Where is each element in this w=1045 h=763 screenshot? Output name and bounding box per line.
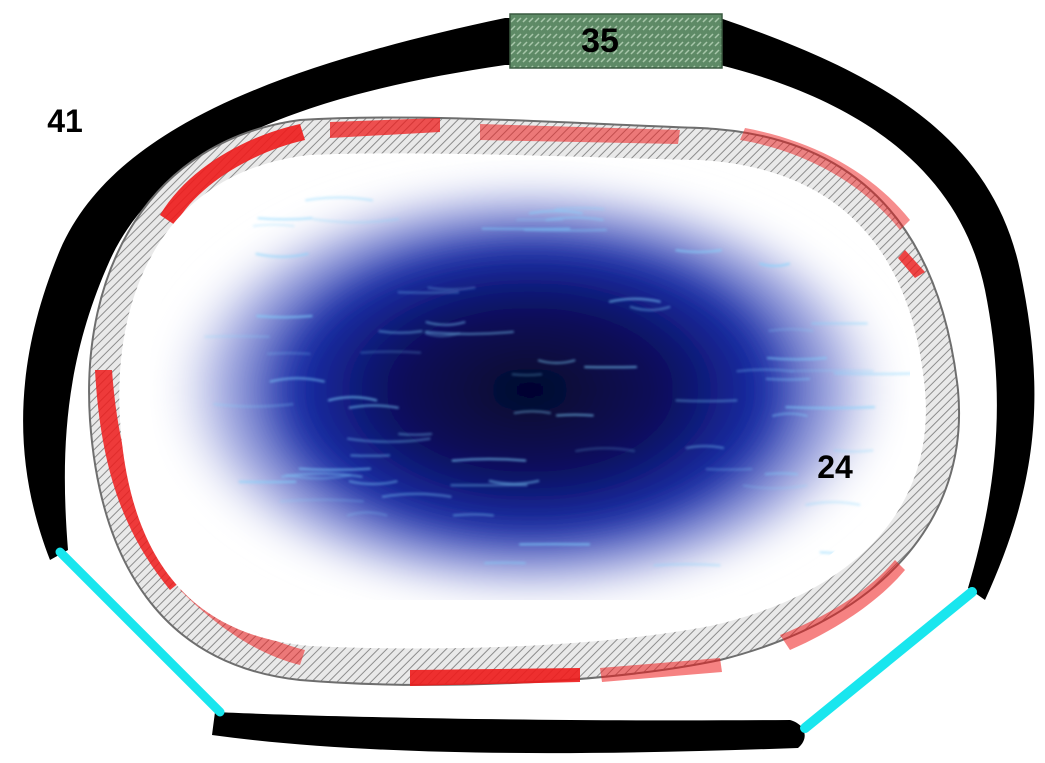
water-ripple (425, 330, 514, 335)
water-ripple (556, 413, 594, 417)
water-ripple (675, 249, 722, 253)
water-ripple (554, 207, 605, 211)
water-ripple (252, 223, 295, 227)
water-ripple (759, 262, 791, 267)
water-ripple (833, 449, 874, 453)
water-ripple (398, 432, 433, 436)
water-ripple (764, 472, 798, 476)
water-ripple (685, 445, 725, 450)
water-ripple (484, 561, 526, 565)
water-ripple (255, 252, 309, 258)
water-ripple (346, 511, 388, 517)
water-ripple (785, 406, 875, 410)
water-ripple (675, 399, 738, 403)
water-ripple (742, 484, 808, 490)
water-ripple (298, 467, 371, 471)
water-ripple (529, 210, 583, 215)
water-ripple (511, 373, 543, 377)
water-ripple (513, 410, 551, 415)
water-ripple (608, 297, 661, 303)
water-ripple (452, 513, 494, 517)
water-ripple (575, 447, 635, 453)
water-ripple (537, 359, 576, 364)
water-ripple (269, 377, 325, 383)
water-ripple (765, 377, 811, 381)
label-24: 24 (817, 449, 853, 485)
outer-wall-bottom (212, 712, 805, 754)
water-ripple (705, 467, 753, 471)
water-pool (150, 165, 910, 600)
water-ripple (771, 412, 808, 417)
water-ripple (653, 563, 721, 567)
label-35: 35 (581, 22, 619, 60)
water-ripple (766, 356, 827, 361)
water-ripple (279, 498, 364, 503)
water-ripple (305, 196, 373, 202)
water-ripple (545, 216, 604, 221)
water-ripple (257, 217, 313, 221)
top-sign (509, 13, 723, 69)
water-ripple (833, 372, 910, 375)
water-ripple (381, 492, 452, 498)
water-ripple (451, 458, 527, 462)
label-41: 41 (47, 103, 83, 139)
water-ripple (267, 352, 311, 355)
water-ripple (256, 315, 313, 319)
water-ripple (213, 403, 294, 408)
water-ripple (425, 320, 466, 326)
water-ripple (327, 396, 378, 402)
water-ripple (346, 437, 431, 443)
water-ripple (524, 228, 607, 232)
water-ripple (768, 328, 814, 332)
water-ripple (805, 501, 861, 506)
water-ripple (285, 474, 352, 480)
water-ripple (360, 350, 422, 354)
water-ripple (378, 330, 423, 334)
connector-left (55, 547, 225, 717)
water-ripple (348, 404, 399, 409)
water-ripple (427, 286, 476, 291)
water-ripple (348, 480, 398, 486)
water-ripple (736, 368, 794, 373)
water-ripple (312, 218, 400, 224)
water-ripple (488, 479, 540, 485)
connector-right (800, 587, 977, 733)
water-ripple (629, 305, 671, 312)
